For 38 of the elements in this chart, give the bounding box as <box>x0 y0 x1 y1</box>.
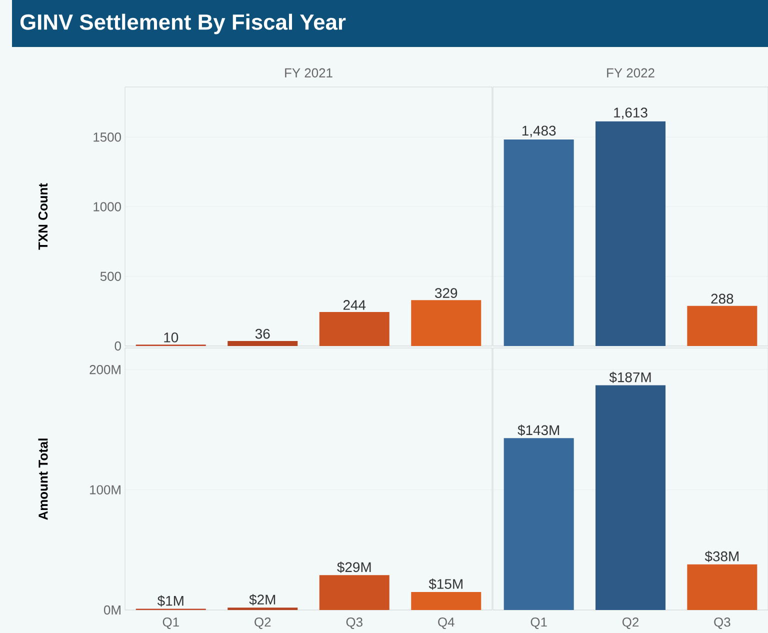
data-label: 1,483 <box>522 126 556 138</box>
data-label: $2M <box>249 594 276 606</box>
x-tick-label: Q3 <box>714 618 730 629</box>
y-tick-label: 500 <box>100 272 121 281</box>
bar <box>228 340 298 346</box>
y-tick-label: 1500 <box>94 132 121 142</box>
x-tick-label: Q1 <box>162 618 179 629</box>
data-label: 36 <box>255 328 270 339</box>
bar <box>319 575 390 610</box>
data-label: 288 <box>711 294 734 304</box>
data-label: $29M <box>337 562 371 573</box>
chart-title: GINV Settlement By Fiscal Year <box>20 14 346 34</box>
x-tick-label: Q2 <box>254 618 271 629</box>
y-tick-label: 0 <box>114 341 121 351</box>
chart-subtitle: FY 2022 <box>607 68 654 78</box>
bar <box>319 312 390 346</box>
data-label: $1M <box>157 595 184 607</box>
y-tick-label: 1000 <box>94 202 121 212</box>
y-tick-label: 100M <box>90 485 120 494</box>
y-axis-title: Amount Total <box>38 438 48 520</box>
y-tick-label: 0M <box>104 605 120 615</box>
data-label: 329 <box>435 288 458 298</box>
data-label: 1,613 <box>614 108 648 120</box>
data-label: $187M <box>609 372 651 384</box>
x-tick-label: Q2 <box>622 618 638 629</box>
data-label: 244 <box>343 300 366 310</box>
data-label: $15M <box>428 578 462 590</box>
x-tick-label: Q3 <box>346 618 362 629</box>
bar <box>411 592 482 610</box>
bar <box>411 300 482 346</box>
data-label: $38M <box>704 550 738 562</box>
chart-subtitle: FY 2021 <box>285 68 332 78</box>
data-label: $143M <box>518 424 560 436</box>
y-axis-title: TXN Count <box>38 183 48 250</box>
x-tick-label: Q1 <box>530 618 547 629</box>
data-label: 10 <box>164 332 178 342</box>
y-tick-label: 200M <box>90 365 120 374</box>
x-tick-label: Q4 <box>438 618 454 629</box>
